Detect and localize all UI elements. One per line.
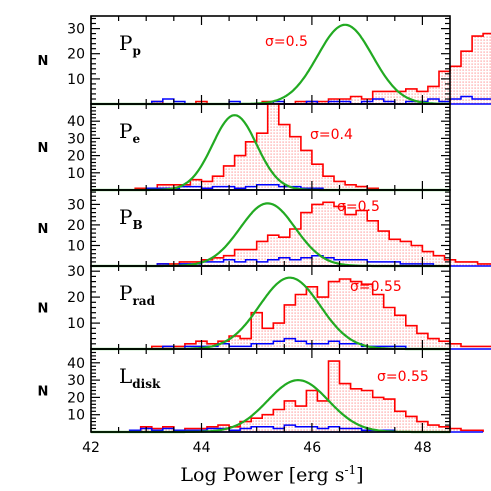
panel-label-main: L bbox=[119, 364, 132, 388]
y-axis-label: N bbox=[38, 385, 49, 400]
panel-label-main: P bbox=[119, 119, 132, 143]
x-tick-label: 44 bbox=[193, 440, 211, 456]
y-tick-label: 20 bbox=[67, 149, 85, 165]
panel-label: Ldisk bbox=[119, 364, 161, 391]
red-histogram bbox=[128, 360, 484, 432]
red-histogram bbox=[156, 201, 491, 266]
y-tick-label: 10 bbox=[67, 166, 85, 182]
y-tick-label: 30 bbox=[67, 22, 85, 38]
y-tick-label: 20 bbox=[67, 290, 85, 306]
x-tick-label: 46 bbox=[303, 440, 321, 456]
y-tick-label: 30 bbox=[67, 264, 85, 280]
sigma-annotation: σ=0.55 bbox=[350, 279, 402, 295]
y-tick-label: 30 bbox=[67, 373, 85, 389]
panel-label-subscript: disk bbox=[132, 377, 161, 391]
y-tick-label: 10 bbox=[67, 408, 85, 424]
x-tick-label: 48 bbox=[414, 440, 432, 456]
panel-label-subscript: rad bbox=[132, 294, 155, 308]
panel-frame bbox=[90, 348, 451, 433]
y-tick-label: 40 bbox=[67, 114, 85, 130]
y-tick-label: 10 bbox=[67, 72, 85, 88]
y-tick-label: 20 bbox=[67, 47, 85, 63]
y-axis-label: N bbox=[38, 302, 49, 317]
sigma-annotation: σ=0.5 bbox=[337, 199, 380, 215]
red-histogram bbox=[140, 278, 491, 350]
x-axis-label: Log Power [erg s-1] bbox=[180, 463, 363, 486]
panel-label-main: P bbox=[119, 281, 132, 305]
y-axis-label: N bbox=[38, 222, 49, 237]
panel-label: Pe bbox=[119, 119, 140, 146]
x-tick-labels: 42 44 46 48 bbox=[82, 440, 432, 456]
panel-label-subscript: e bbox=[132, 132, 140, 146]
red-histogram-fill bbox=[140, 33, 491, 104]
y-tick-label: 30 bbox=[67, 131, 85, 147]
red-histogram-fill bbox=[140, 279, 491, 349]
panel-label-subscript: B bbox=[132, 218, 142, 232]
sigma-annotation: σ=0.55 bbox=[377, 369, 429, 385]
red-histogram-fill bbox=[124, 104, 379, 190]
y-tick-label: 10 bbox=[67, 238, 85, 254]
panel-label: Prad bbox=[119, 281, 156, 308]
y-tick-label: 30 bbox=[67, 197, 85, 213]
sigma-annotation: σ=0.5 bbox=[265, 34, 308, 50]
y-tick-label: 40 bbox=[67, 356, 85, 372]
panel-label-main: P bbox=[119, 205, 132, 229]
y-tick-label: 10 bbox=[67, 316, 85, 332]
sigma-annotation: σ=0.4 bbox=[310, 127, 353, 143]
panel-label: Pp bbox=[119, 31, 141, 58]
y-axis-label: N bbox=[38, 141, 49, 156]
y-axis-label: N bbox=[38, 54, 49, 69]
panel-label: PB bbox=[119, 205, 143, 232]
panel-label-subscript: p bbox=[132, 44, 140, 58]
panel: 10 20 30 N Prad σ=0.55 bbox=[38, 264, 491, 351]
panel: 10 20 30 N Pp σ=0.5 bbox=[38, 15, 491, 106]
y-tick-label: 20 bbox=[67, 218, 85, 234]
panel-label-main: P bbox=[119, 31, 132, 55]
x-tick-label: 42 bbox=[82, 440, 100, 456]
y-tick-label: 20 bbox=[67, 390, 85, 406]
